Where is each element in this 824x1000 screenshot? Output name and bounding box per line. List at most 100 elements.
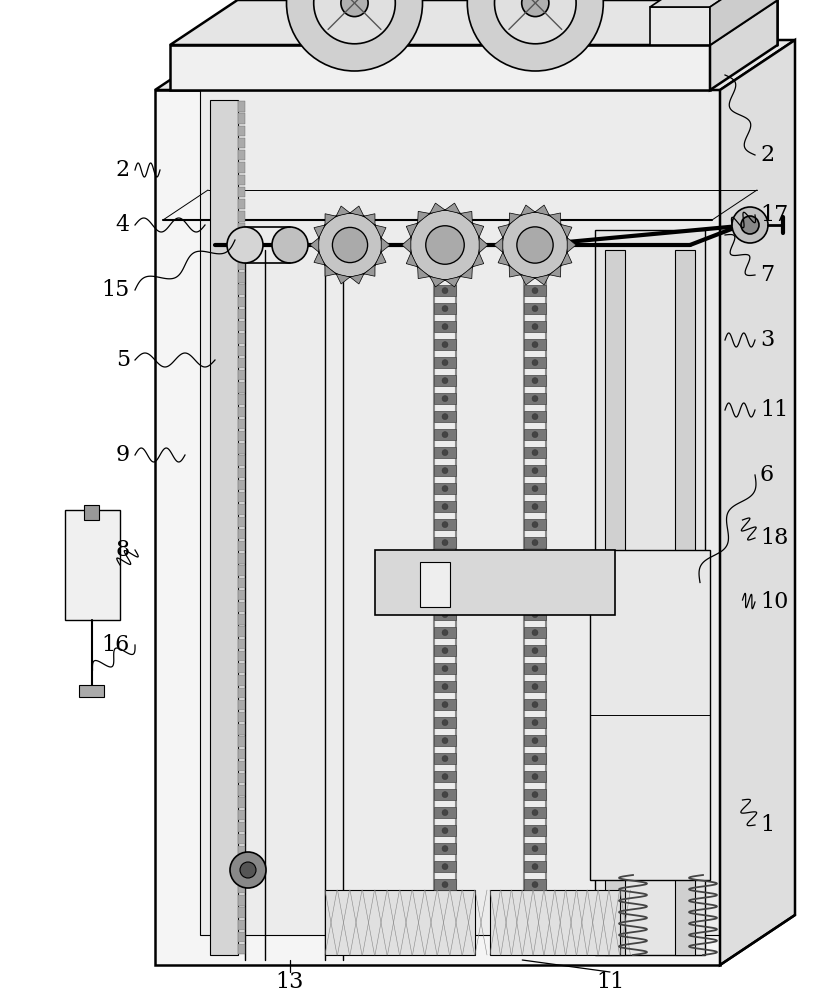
Circle shape	[532, 864, 538, 870]
Bar	[524, 807, 546, 818]
Text: 7: 7	[760, 264, 774, 286]
Bar	[524, 375, 546, 386]
Bar	[238, 846, 245, 857]
Bar	[238, 480, 245, 490]
Bar	[238, 651, 245, 661]
Circle shape	[732, 207, 768, 243]
Polygon shape	[521, 275, 535, 285]
Polygon shape	[472, 253, 484, 267]
Circle shape	[442, 378, 448, 384]
Bar	[434, 465, 456, 476]
Bar	[434, 591, 456, 602]
Bar	[238, 810, 245, 820]
Bar	[238, 590, 245, 600]
Bar	[524, 411, 546, 422]
Circle shape	[442, 612, 448, 618]
Polygon shape	[460, 267, 472, 279]
Circle shape	[532, 882, 538, 888]
Circle shape	[442, 666, 448, 672]
Bar	[524, 825, 546, 836]
Bar	[238, 223, 245, 234]
Circle shape	[517, 227, 553, 263]
Circle shape	[532, 810, 538, 816]
Bar	[434, 699, 456, 710]
Ellipse shape	[272, 227, 308, 263]
Circle shape	[230, 852, 266, 888]
Bar	[524, 519, 546, 530]
Polygon shape	[418, 211, 430, 223]
Text: 2: 2	[760, 144, 774, 166]
Bar	[434, 663, 456, 674]
Bar	[238, 944, 245, 954]
Bar	[524, 735, 546, 746]
Bar	[434, 861, 456, 872]
Polygon shape	[710, 0, 778, 90]
Bar	[200, 60, 765, 935]
Bar	[238, 541, 245, 551]
Bar	[238, 883, 245, 893]
Bar	[238, 187, 245, 197]
Bar	[238, 492, 245, 502]
Bar	[238, 455, 245, 466]
Circle shape	[442, 864, 448, 870]
Bar	[524, 771, 546, 782]
Bar	[524, 591, 546, 602]
Bar	[434, 645, 456, 656]
Polygon shape	[460, 211, 472, 223]
Bar	[434, 771, 456, 782]
Bar	[524, 627, 546, 638]
Bar	[490, 890, 620, 955]
Polygon shape	[509, 266, 521, 277]
Polygon shape	[650, 0, 778, 7]
Bar	[650, 7, 710, 45]
Bar	[238, 920, 245, 930]
Circle shape	[442, 756, 448, 762]
Bar	[238, 346, 245, 356]
Circle shape	[532, 486, 538, 492]
Circle shape	[442, 324, 448, 330]
Polygon shape	[382, 238, 390, 252]
Circle shape	[532, 378, 538, 384]
Bar	[238, 773, 245, 783]
Bar	[238, 859, 245, 869]
Bar	[434, 339, 456, 350]
Bar	[434, 501, 456, 512]
Polygon shape	[521, 205, 535, 215]
Bar	[524, 303, 546, 314]
Bar	[434, 483, 456, 494]
Bar	[238, 871, 245, 881]
Bar	[434, 843, 456, 854]
Bar	[238, 321, 245, 331]
Bar	[524, 753, 546, 764]
Circle shape	[341, 0, 368, 17]
Bar	[375, 550, 615, 615]
Circle shape	[442, 504, 448, 510]
Circle shape	[442, 738, 448, 744]
Bar	[238, 712, 245, 722]
Polygon shape	[336, 274, 350, 284]
Bar	[238, 309, 245, 319]
Bar	[524, 429, 546, 440]
Bar	[238, 895, 245, 906]
Text: 4: 4	[116, 214, 130, 236]
Bar	[238, 822, 245, 832]
Bar	[524, 321, 546, 332]
Bar	[524, 465, 546, 476]
Bar	[434, 789, 456, 800]
Bar	[210, 100, 238, 955]
Polygon shape	[430, 277, 445, 287]
Circle shape	[442, 774, 448, 780]
Circle shape	[442, 846, 448, 852]
Polygon shape	[350, 206, 364, 216]
Bar	[434, 447, 456, 458]
Bar	[238, 639, 245, 649]
Bar	[238, 675, 245, 686]
Bar	[238, 578, 245, 588]
Polygon shape	[550, 266, 561, 277]
Text: 9: 9	[116, 444, 130, 466]
Circle shape	[442, 450, 448, 456]
Bar	[238, 113, 245, 124]
Circle shape	[532, 792, 538, 798]
Bar	[238, 932, 245, 942]
Bar	[524, 681, 546, 692]
